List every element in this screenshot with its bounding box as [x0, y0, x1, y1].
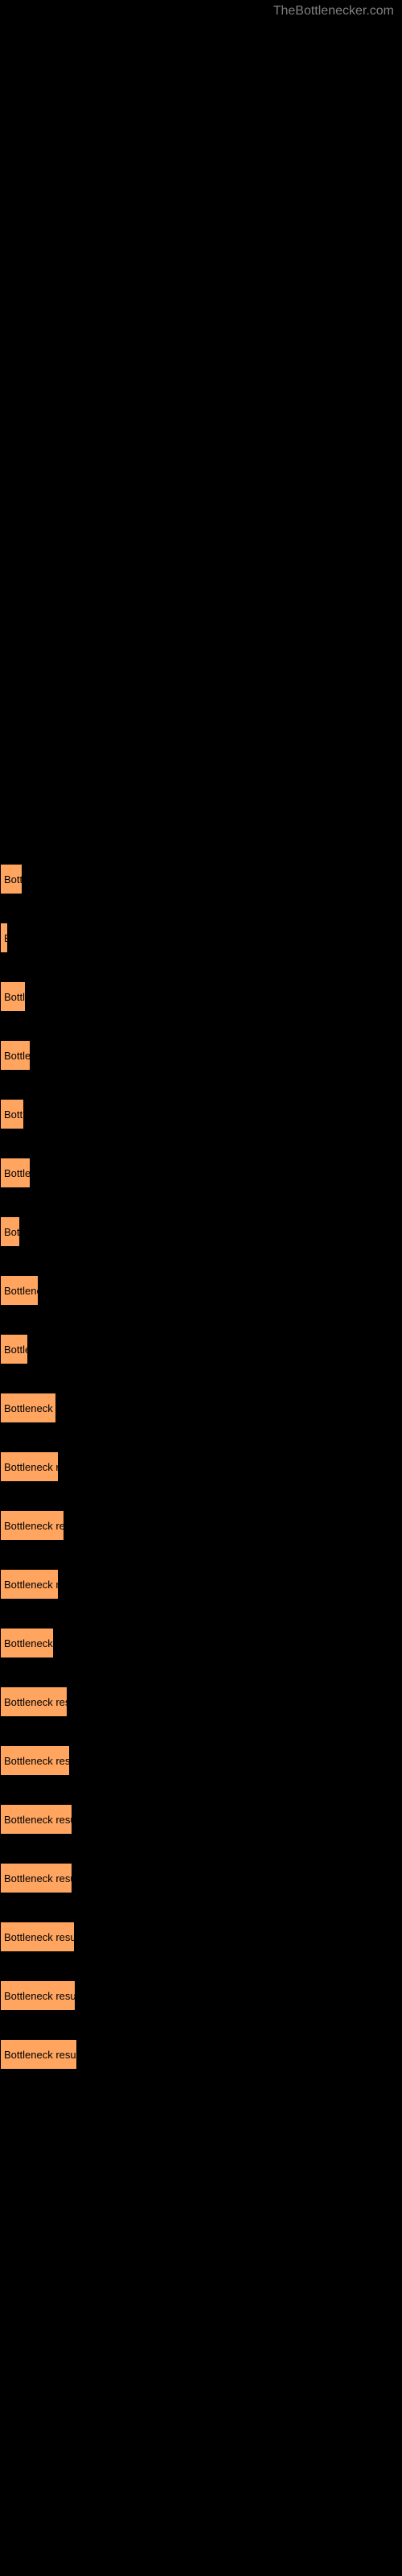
bar-label: Bottle — [4, 1108, 23, 1121]
bar-label: Bottl — [4, 1226, 19, 1238]
chart-bar: Bottleneck result — [0, 1922, 75, 1952]
chart-bar: Bottlenec — [0, 1158, 31, 1188]
chart-container: TheBottlenecker.com Bottle B Bottlen Bottle… — [0, 0, 402, 2576]
chart-bar: Bottlen — [0, 1334, 28, 1364]
bar-label: Bottleneck result — [4, 2049, 76, 2061]
chart-bar: Bottleneck re — [0, 1628, 54, 1658]
bar-label: Bottleneck — [4, 1285, 38, 1297]
bar-label: Bottleneck result — [4, 1990, 75, 2002]
bar-label: Bottlen — [4, 1344, 27, 1356]
bar-label: Bottleneck result — [4, 1755, 69, 1767]
chart-bar: Bottlenec — [0, 1040, 31, 1071]
chart-bar: Bottle — [0, 864, 23, 894]
bar-label: Bottle — [4, 873, 22, 886]
bar-label: Bottleneck resu — [4, 1579, 58, 1591]
bar-label: Bottleneck re — [4, 1637, 53, 1649]
chart-bar: Bottleneck res — [0, 1393, 56, 1423]
bar-label: Bottleneck result — [4, 1696, 67, 1708]
bar-label: Bottleneck result — [4, 1872, 72, 1885]
watermark-text: TheBottlenecker.com — [273, 4, 394, 19]
chart-bar: Bottleneck result — [0, 1804, 72, 1835]
chart-bar: Bottleneck resu — [0, 1451, 59, 1482]
bar-label: Bottlenec — [4, 1050, 30, 1062]
bar-label: Bottleneck result — [4, 1931, 74, 1943]
chart-bar: Bottle — [0, 1099, 24, 1129]
chart-bar: Bottleneck result — [0, 1686, 68, 1717]
bar-label: Bottleneck result — [4, 1520, 64, 1532]
chart-bar: Bottleneck — [0, 1275, 39, 1306]
chart-bar: Bottlen — [0, 981, 26, 1012]
bar-label: Bottlen — [4, 991, 25, 1003]
bar-label: Bottleneck resu — [4, 1461, 58, 1473]
chart-bar: Bottleneck result — [0, 1980, 76, 2011]
chart-bar: Bottleneck result — [0, 2039, 77, 2070]
bar-label: Bottleneck res — [4, 1402, 55, 1414]
bar-label: Bottlenec — [4, 1167, 30, 1179]
chart-bar: Bottleneck result — [0, 1863, 72, 1893]
chart-bar: Bottleneck result — [0, 1510, 64, 1541]
chart-bar: B — [0, 923, 8, 953]
bar-label: Bottleneck result — [4, 1814, 72, 1826]
chart-bar: Bottleneck result — [0, 1745, 70, 1776]
bar-label: B — [4, 932, 7, 944]
chart-bar: Bottleneck resu — [0, 1569, 59, 1600]
chart-bar: Bottl — [0, 1216, 20, 1247]
